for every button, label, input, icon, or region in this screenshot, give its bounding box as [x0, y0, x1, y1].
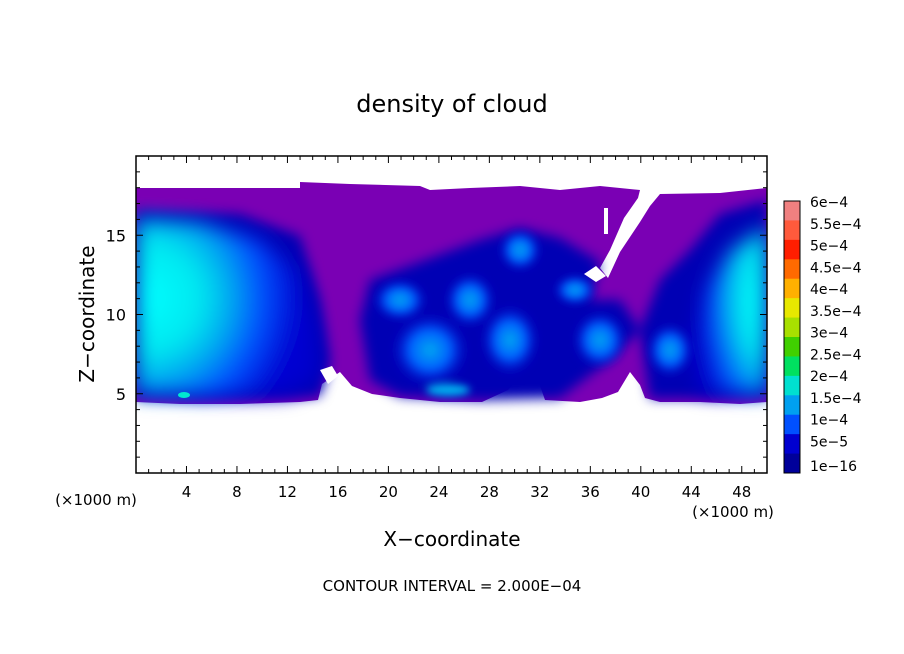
x-axis-ticks: 4 8 12 16 20 24 28 32 36 40 44 48: [148, 156, 755, 501]
cloud-patch: [372, 278, 428, 322]
x-tick-label: 32: [530, 483, 549, 501]
colorbar-label: 4.5e−4: [810, 260, 862, 276]
colorbar-swatch: [784, 395, 800, 416]
cloud-patch: [426, 384, 470, 396]
colorbar-label: 6e−4: [810, 195, 848, 211]
clear-gap: [320, 366, 338, 384]
x-tick-label: 36: [581, 483, 600, 501]
y-tick-label: 10: [106, 306, 126, 325]
cloud-patch: [553, 274, 597, 306]
cloud-patch: [646, 322, 694, 378]
cloud-patch: [572, 310, 628, 370]
colorbar-swatch: [784, 434, 800, 455]
colorbar-swatch: [784, 337, 800, 357]
y-axis-unit: (×1000 m): [55, 491, 137, 509]
colorbar-swatch: [784, 375, 800, 396]
colorbar-label: 5e−4: [810, 239, 848, 255]
colorbar-label: 3e−4: [810, 326, 848, 342]
colorbar-swatch: [784, 453, 800, 474]
cloud-core-right: [692, 226, 767, 394]
colorbar-label: 3.5e−4: [810, 304, 862, 320]
colorbar-frame: [783, 200, 801, 474]
x-tick-label: 48: [732, 483, 751, 501]
colorbar-label: 2e−4: [810, 369, 848, 385]
clear-gap: [604, 208, 608, 234]
x-tick-label: 28: [480, 483, 499, 501]
clear-gap: [584, 266, 606, 282]
x-tick-label: 8: [232, 483, 242, 501]
y-tick-label: 5: [116, 385, 126, 404]
x-tick-label: 20: [379, 483, 398, 501]
x-axis-unit: (×1000 m): [692, 503, 774, 521]
colorbar-swatch: [784, 356, 800, 377]
cloud-patch: [178, 392, 190, 398]
x-tick-label: 44: [682, 483, 701, 501]
chart-title: density of cloud: [356, 90, 547, 118]
x-tick-label: 16: [328, 483, 347, 501]
contour-interval-note: CONTOUR INTERVAL = 2.000E−04: [323, 577, 582, 595]
colorbar: 6e−4 5.5e−4 5e−4 4.5e−4 4e−4 3.5e−4 3e−4 2.5e−4…: [783, 195, 862, 475]
colorbar-swatch: [784, 317, 800, 338]
x-tick-label: 24: [429, 483, 448, 501]
colorbar-swatch: [784, 201, 800, 221]
y-tick-label: 15: [106, 226, 126, 245]
colorbar-label: 1e−16: [810, 459, 857, 475]
colorbar-label: 1.5e−4: [810, 391, 862, 407]
colorbar-swatch: [784, 220, 800, 241]
x-tick-label: 4: [182, 483, 192, 501]
colorbar-swatch: [784, 278, 800, 299]
cloud-patch: [444, 272, 496, 328]
x-tick-label: 40: [631, 483, 650, 501]
y-axis-label: Z−coordinate: [75, 245, 99, 382]
colorbar-swatch: [784, 414, 800, 435]
x-tick-label: 12: [278, 483, 297, 501]
colorbar-swatch: [784, 298, 800, 319]
cloud-patch: [480, 304, 540, 376]
plot-area: [136, 182, 767, 404]
colorbar-label: 2.5e−4: [810, 347, 862, 363]
colorbar-swatch: [784, 239, 800, 260]
cloud-patch: [498, 228, 542, 272]
colorbar-label: 5e−5: [810, 434, 848, 450]
cloud-core-left: [136, 218, 318, 396]
colorbar-label: 4e−4: [810, 282, 848, 298]
cloud-patch: [390, 312, 470, 388]
colorbar-swatch: [784, 259, 800, 280]
y-axis-ticks: 5 10 15: [106, 171, 767, 458]
colorbar-label: 1e−4: [810, 413, 848, 429]
colorbar-label: 5.5e−4: [810, 217, 862, 233]
x-axis-label: X−coordinate: [383, 527, 520, 551]
